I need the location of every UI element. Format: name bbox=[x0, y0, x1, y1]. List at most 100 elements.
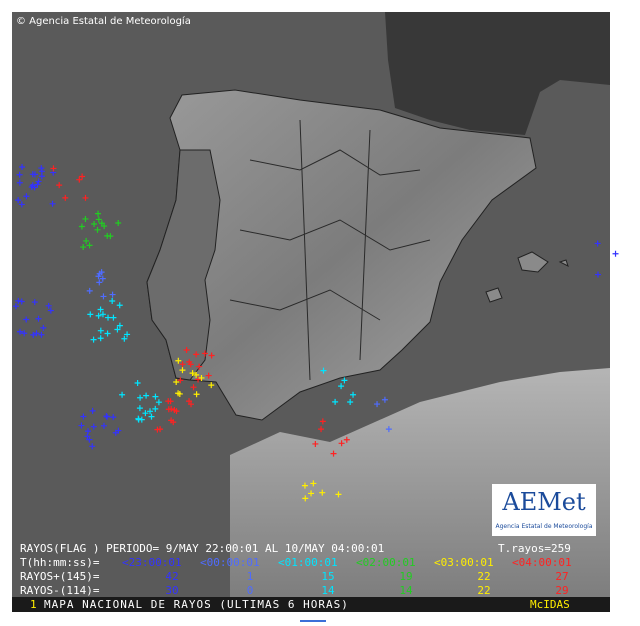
lightning-strike bbox=[104, 413, 111, 420]
lightning-strike bbox=[308, 490, 315, 497]
lightning-strike bbox=[137, 394, 144, 401]
lightning-strike bbox=[99, 311, 106, 318]
lightning-strike bbox=[15, 297, 22, 304]
lightning-strike bbox=[183, 347, 190, 354]
lightning-strike bbox=[173, 408, 180, 415]
lightning-strike bbox=[56, 182, 63, 189]
lightning-strike bbox=[201, 350, 208, 357]
lightning-strike bbox=[124, 331, 131, 338]
lightning-strike bbox=[147, 408, 154, 415]
lightning-strike bbox=[29, 171, 36, 178]
lightning-strike bbox=[193, 351, 200, 358]
lightning-strike bbox=[312, 440, 319, 447]
lightning-strike bbox=[79, 173, 86, 180]
lightning-strike bbox=[198, 374, 205, 381]
balearic-islands bbox=[485, 251, 569, 303]
positive-count: 1 bbox=[247, 570, 254, 583]
lightning-strike bbox=[84, 433, 91, 440]
lightning-strike bbox=[76, 176, 83, 183]
lightning-strike bbox=[189, 370, 196, 377]
lightning-strike bbox=[142, 410, 149, 417]
interval-label: <04:00:01 bbox=[512, 556, 572, 569]
scroll-indicator bbox=[300, 620, 326, 622]
positive-count: 42 bbox=[165, 570, 178, 583]
total-strikes: T.rayos=259 bbox=[498, 542, 571, 555]
footer-band bbox=[12, 597, 610, 612]
lightning-strike bbox=[80, 413, 87, 420]
lightning-strike bbox=[82, 215, 89, 222]
lightning-strike bbox=[301, 482, 308, 489]
footer-number: 1 bbox=[30, 598, 37, 611]
lightning-strike bbox=[594, 271, 601, 278]
lightning-strike bbox=[115, 219, 122, 226]
lightning-strike bbox=[90, 423, 97, 430]
lightning-strike bbox=[21, 330, 28, 337]
lightning-strike bbox=[104, 232, 111, 239]
lightning-strike bbox=[90, 336, 97, 343]
lightning-strike bbox=[105, 314, 112, 321]
lightning-strike bbox=[119, 391, 126, 398]
lightning-strike bbox=[195, 376, 202, 383]
lightning-strike bbox=[95, 210, 102, 217]
france bbox=[385, 12, 610, 135]
lightning-strike bbox=[78, 422, 85, 429]
lightning-strike bbox=[16, 179, 23, 186]
lightning-strike bbox=[152, 393, 159, 400]
lightning-strike bbox=[187, 361, 194, 368]
north-africa bbox=[230, 368, 610, 612]
lightning-strike bbox=[319, 418, 326, 425]
negative-label: RAYOS-(114)= bbox=[20, 584, 100, 597]
lightning-strike bbox=[62, 194, 69, 201]
lightning-strike bbox=[110, 414, 117, 421]
lightning-strike bbox=[110, 314, 117, 321]
lightning-strike bbox=[23, 193, 30, 200]
lightning-strike bbox=[87, 311, 94, 318]
lightning-strike bbox=[35, 315, 42, 322]
lightning-strike bbox=[94, 226, 101, 233]
lightning-strike bbox=[112, 429, 119, 436]
lightning-strike bbox=[310, 480, 317, 487]
lightning-strike bbox=[30, 331, 37, 338]
lightning-strike bbox=[96, 270, 103, 277]
lightning-strike bbox=[101, 223, 108, 230]
lightning-strike bbox=[15, 197, 22, 204]
lightning-strike bbox=[165, 406, 172, 413]
lightning-strike bbox=[385, 426, 392, 433]
negative-count: 22 bbox=[477, 584, 490, 597]
lightning-strike bbox=[95, 216, 102, 223]
lightning-strike bbox=[343, 436, 350, 443]
lightning-strike bbox=[173, 379, 180, 386]
interval-label: <00:00:01 bbox=[200, 556, 260, 569]
portugal bbox=[146, 149, 221, 381]
lightning-strike bbox=[95, 312, 102, 319]
lightning-strike bbox=[179, 367, 186, 374]
positive-count: 19 bbox=[399, 570, 412, 583]
lightning-strike bbox=[594, 240, 601, 247]
negative-count: 29 bbox=[555, 584, 568, 597]
logo-box bbox=[492, 484, 596, 536]
lightning-strike bbox=[86, 436, 93, 443]
lightning-strike bbox=[374, 401, 381, 408]
lightning-strike bbox=[17, 328, 24, 335]
positive-count: 27 bbox=[555, 570, 568, 583]
lightning-strike bbox=[49, 200, 56, 207]
credit: © Agencia Estatal de Meteorología bbox=[16, 15, 191, 27]
lightning-strike bbox=[34, 181, 41, 188]
period-label: RAYOS(FLAG ) PERIODO= 9/MAY 22:00:01 AL … bbox=[20, 542, 384, 555]
lightning-strike bbox=[38, 331, 45, 338]
province-borders bbox=[229, 119, 431, 381]
time-label: T(hh:mm:ss)= bbox=[20, 556, 100, 569]
lightning-strike bbox=[23, 316, 30, 323]
lightning-strike bbox=[155, 399, 162, 406]
logo-subtitle: Agencia Estatal de Meteorología bbox=[496, 523, 593, 530]
lightning-strike bbox=[350, 391, 357, 398]
lightning-strike bbox=[109, 291, 116, 298]
lightning-strike bbox=[28, 184, 35, 191]
lightning-strike bbox=[320, 367, 327, 374]
lightning-strike bbox=[338, 440, 345, 447]
lightning-strike bbox=[188, 401, 195, 408]
lightning-strike bbox=[193, 371, 200, 378]
lightning-strike bbox=[338, 383, 345, 390]
lightning-strike bbox=[135, 416, 142, 423]
